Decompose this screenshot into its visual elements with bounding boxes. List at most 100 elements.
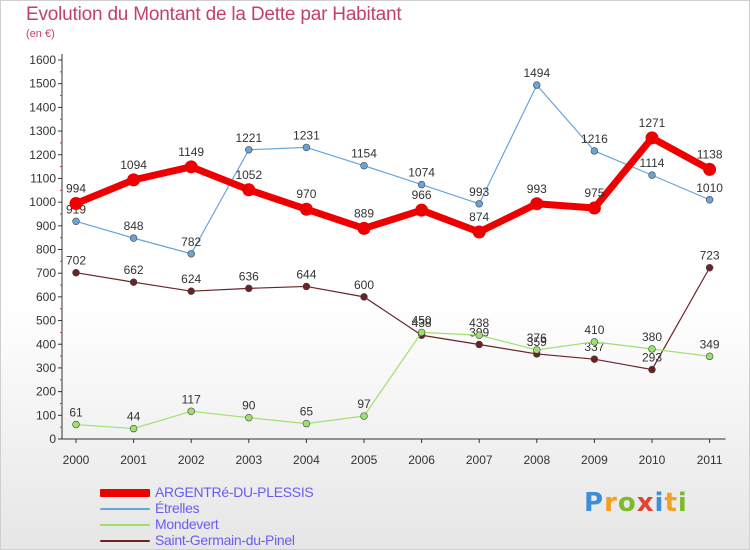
chart-legend: ARGENTRé-DU-PLESSIS Étrelles Mondevert Sain… <box>100 484 460 549</box>
y-tick-label: 600 <box>36 290 56 304</box>
data-label: 90 <box>242 399 256 413</box>
data-label: 65 <box>300 405 314 419</box>
data-point <box>590 147 599 155</box>
data-label: 1114 <box>640 156 665 170</box>
y-tick-label: 1000 <box>29 195 56 209</box>
data-label: 1231 <box>293 128 320 142</box>
y-tick-label: 800 <box>36 243 56 257</box>
logo-letter: P <box>584 488 605 518</box>
x-tick-label: 2003 <box>235 453 262 467</box>
data-label: 994 <box>66 182 86 196</box>
legend-swatch <box>100 508 150 510</box>
data-point <box>472 225 486 239</box>
data-point <box>184 160 198 174</box>
legend-swatch <box>100 524 150 526</box>
data-point <box>72 269 80 277</box>
data-point <box>705 196 714 204</box>
data-label: 624 <box>181 272 201 286</box>
data-label: 1052 <box>235 168 262 182</box>
data-label: 438 <box>469 316 489 330</box>
data-point <box>360 293 368 301</box>
x-tick-label: 2011 <box>697 453 723 467</box>
legend-label: ARGENTRé-DU-PLESSIS <box>155 484 314 500</box>
data-label: 293 <box>642 351 662 365</box>
logo-letter: i <box>677 488 688 518</box>
data-label: 376 <box>527 331 547 345</box>
data-label: 1271 <box>639 116 666 130</box>
data-label: 702 <box>66 254 86 268</box>
data-point <box>360 412 368 420</box>
data-point <box>590 355 599 363</box>
data-label: 1154 <box>351 147 377 161</box>
logo-letter: i <box>654 488 665 518</box>
data-label: 1149 <box>178 145 204 159</box>
data-point <box>415 203 429 217</box>
x-tick-label: 2000 <box>63 453 90 467</box>
data-point <box>533 81 541 89</box>
data-label: 1010 <box>696 181 723 195</box>
series-line <box>72 134 714 236</box>
legend-label: Mondevert <box>155 516 219 532</box>
data-label: 44 <box>127 410 141 424</box>
y-tick-label: 100 <box>36 408 56 422</box>
data-label: 975 <box>584 186 604 200</box>
data-label: 782 <box>181 235 201 249</box>
logo-letter: r <box>604 488 618 518</box>
series-trelles: 9198487821221123111541074993149412161114… <box>66 66 723 258</box>
logo-letter: o <box>617 488 637 518</box>
y-tick-label: 0 <box>49 432 56 446</box>
data-point <box>648 365 656 374</box>
y-tick-label: 200 <box>36 385 56 399</box>
data-point <box>187 250 195 258</box>
data-point <box>245 413 253 422</box>
x-tick-label: 2001 <box>120 453 147 467</box>
data-point <box>72 217 80 226</box>
data-point <box>648 171 656 179</box>
y-tick-label: 400 <box>36 337 56 351</box>
data-label: 848 <box>124 219 144 233</box>
y-tick-label: 1400 <box>29 100 56 114</box>
data-point <box>129 278 138 286</box>
data-point <box>587 201 601 215</box>
y-tick-label: 500 <box>36 314 56 328</box>
data-label: 349 <box>700 337 720 351</box>
data-point <box>705 352 714 361</box>
y-tick-label: 1600 <box>29 53 56 67</box>
data-label: 410 <box>584 323 604 337</box>
legend-item: Saint-Germain-du-Pinel <box>100 532 460 549</box>
data-point <box>302 143 311 152</box>
data-point <box>475 200 483 208</box>
x-tick-label: 2002 <box>178 453 205 467</box>
data-label: 1494 <box>523 66 550 80</box>
chart-title: Evolution du Montant de la Dette par Hab… <box>26 4 402 25</box>
data-point <box>705 264 714 272</box>
series-line <box>75 84 711 255</box>
logo-letter: x <box>636 488 655 518</box>
x-tick-label: 2010 <box>639 453 666 467</box>
data-point <box>703 162 717 176</box>
legend-label: Saint-Germain-du-Pinel <box>155 532 295 548</box>
data-point <box>129 234 138 242</box>
data-point <box>417 328 426 337</box>
data-label: 450 <box>412 313 432 327</box>
data-label: 874 <box>469 210 489 224</box>
data-point <box>475 340 483 349</box>
x-tick-label: 2009 <box>581 453 608 467</box>
proxiti-logo: Proxiti <box>584 488 688 518</box>
data-point <box>187 287 195 295</box>
data-point <box>590 338 599 346</box>
chart-subtitle: (en €) <box>26 28 55 40</box>
y-tick-label: 700 <box>36 266 56 280</box>
data-label: 1074 <box>408 166 435 180</box>
data-point <box>69 197 83 211</box>
data-label: 966 <box>412 188 432 202</box>
data-label: 970 <box>296 187 316 201</box>
data-point <box>72 420 80 429</box>
y-tick-label: 900 <box>36 219 56 233</box>
data-point <box>302 282 311 291</box>
y-tick-label: 1300 <box>29 124 56 138</box>
data-label: 117 <box>182 392 201 406</box>
legend-item: Mondevert <box>100 516 460 533</box>
